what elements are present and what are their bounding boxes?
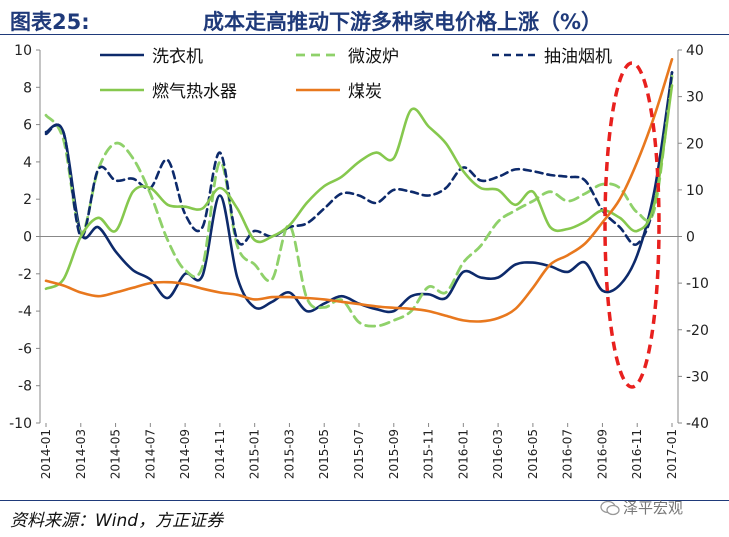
x-tick-label: 2015-11: [422, 429, 436, 479]
legend-label-hood: 抽油烟机: [544, 47, 612, 67]
y-right-tick-label: -30: [686, 369, 709, 385]
y-right-tick-label: -10: [686, 276, 709, 292]
y-left-tick-label: 2: [23, 192, 32, 208]
y-right-tick-label: -40: [686, 416, 709, 432]
y-right-tick-label: 20: [686, 136, 704, 152]
y-left-tick-label: -6: [18, 341, 32, 357]
x-tick-label: 2014-09: [178, 429, 192, 479]
series-line-hood: [44, 71, 674, 247]
x-tick-label: 2014-07: [143, 429, 157, 479]
line-chart: 1086420-2-4-6-8-10403020100-10-20-30-402…: [9, 43, 709, 479]
chart-title-prefix: 图表25:: [10, 10, 90, 34]
legend-label-coal: 煤炭: [348, 82, 382, 102]
x-tick-label: 2017-01: [665, 429, 679, 479]
watermark-text: 泽平宏观: [623, 499, 684, 517]
x-tick-label: 2015-07: [352, 429, 366, 479]
y-left-tick-label: 4: [23, 155, 32, 171]
x-tick-label: 2015-05: [317, 429, 331, 479]
y-left-tick-label: -10: [9, 416, 32, 432]
chart-title: 成本走高推动下游多种家电价格上涨（%）: [203, 10, 603, 34]
x-tick-label: 2015-09: [387, 429, 401, 479]
legend-label-microwave: 微波炉: [348, 47, 399, 67]
x-tick-label: 2014-03: [74, 429, 88, 479]
y-right-tick-label: 40: [686, 43, 704, 59]
y-left-tick-label: 10: [14, 43, 32, 59]
x-tick-label: 2014-01: [39, 429, 53, 479]
x-tick-label: 2014-11: [213, 429, 227, 479]
x-tick-label: 2016-03: [491, 429, 505, 479]
y-right-tick-label: 30: [686, 90, 704, 106]
x-tick-label: 2016-01: [456, 429, 470, 479]
legend-label-gas_heater: 燃气热水器: [152, 82, 237, 102]
legend-label-washer: 洗衣机: [152, 47, 203, 67]
chart-title-bar: 图表25: 成本走高推动下游多种家电价格上涨（%）: [0, 0, 729, 35]
y-left-tick-label: 0: [23, 230, 32, 246]
bottom-divider: [0, 500, 729, 501]
x-tick-label: 2016-11: [630, 429, 644, 479]
x-tick-label: 2016-05: [526, 429, 540, 479]
x-tick-label: 2015-01: [248, 429, 262, 479]
y-left-tick-label: 6: [23, 118, 32, 134]
y-right-tick-label: 0: [686, 230, 695, 246]
x-tick-label: 2016-07: [561, 429, 575, 479]
x-tick-label: 2014-05: [109, 429, 123, 479]
series-line-microwave: [44, 74, 674, 328]
y-right-tick-label: -20: [686, 323, 709, 339]
y-left-tick-label: 8: [23, 80, 32, 96]
x-tick-label: 2016-09: [595, 429, 609, 479]
source-note: 资料来源：Wind，方正证券: [10, 511, 224, 531]
y-right-tick-label: 10: [686, 183, 704, 199]
highlight-ellipse: [603, 61, 661, 389]
x-tick-label: 2015-03: [282, 429, 296, 479]
y-left-tick-label: -2: [18, 267, 32, 283]
series-line-gas_heater: [44, 84, 674, 291]
series-line-washer: [44, 71, 674, 314]
y-left-tick-label: -8: [18, 379, 32, 395]
y-left-tick-label: -4: [18, 304, 32, 320]
series-line-coal: [44, 58, 674, 323]
watermark: 泽平宏观: [600, 497, 683, 518]
wechat-icon: [600, 500, 620, 516]
